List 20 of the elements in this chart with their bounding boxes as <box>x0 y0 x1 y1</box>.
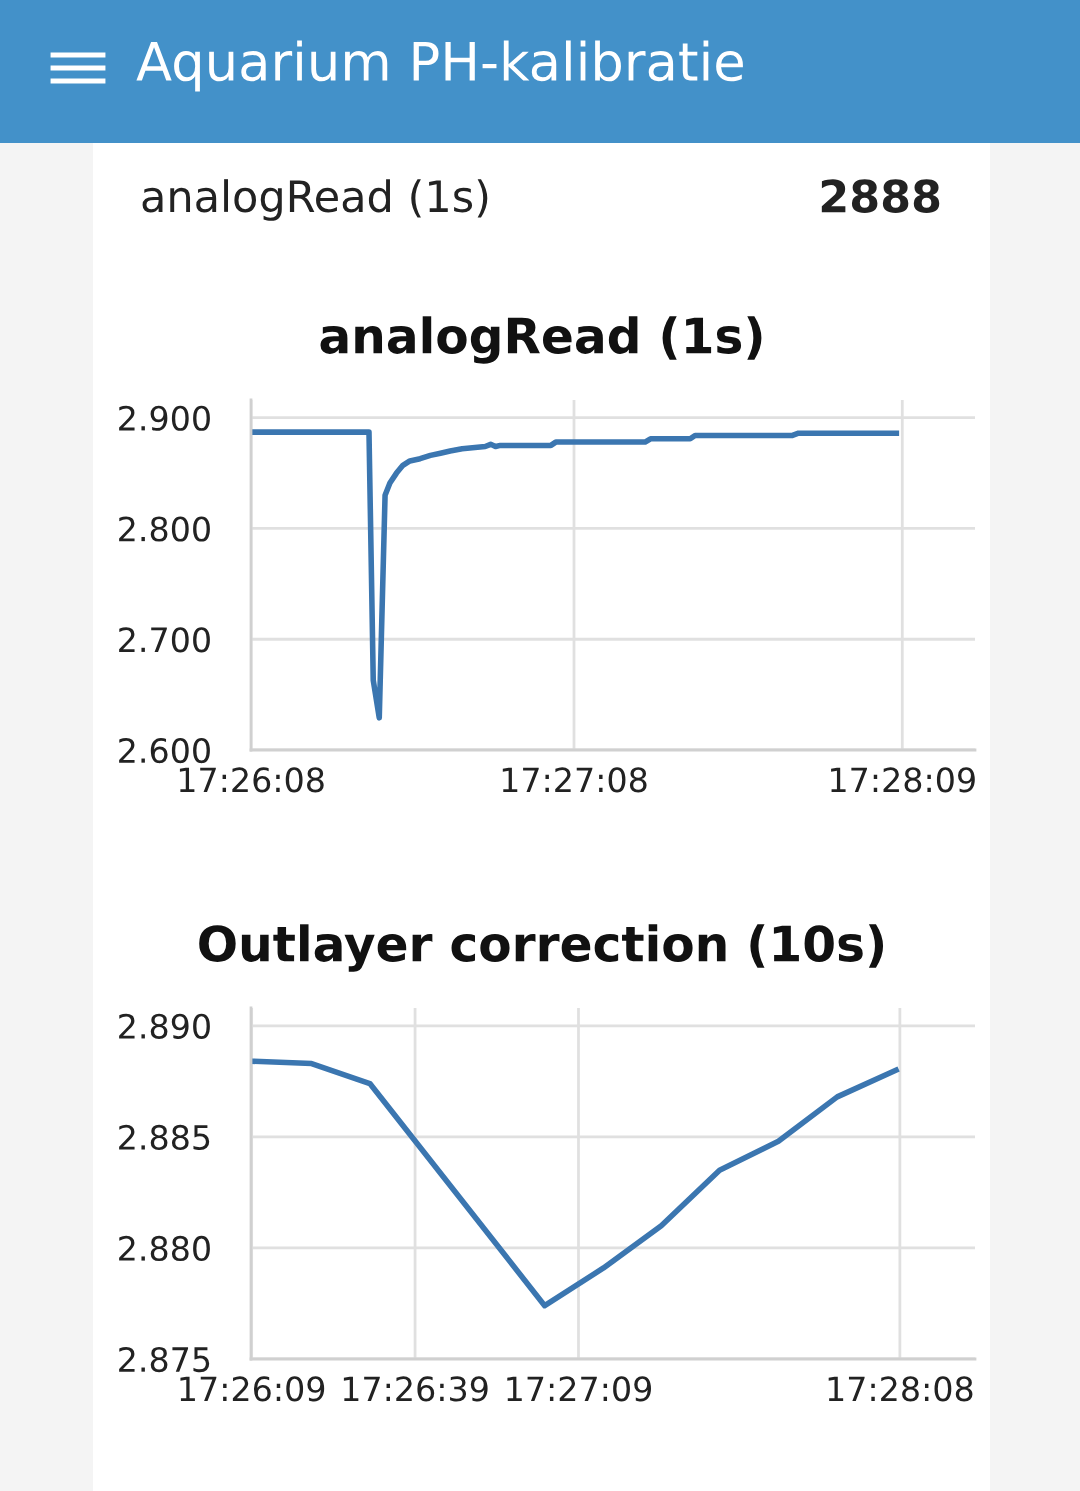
x-tick-label: 17:26:08 <box>179 767 324 793</box>
y-tick-label: 2.900 <box>119 405 210 431</box>
x-tick-label: 17:27:09 <box>507 1376 651 1402</box>
y-tick-label: 2.600 <box>119 737 210 764</box>
x-tick-label: 17:26:09 <box>180 1376 325 1402</box>
text: Aquarium PH-kalibratie <box>136 40 743 92</box>
x-tick-label: 17:28:08 <box>828 1376 973 1402</box>
text: analogRead (1s) <box>142 179 488 221</box>
chart-title: analogRead (1s) <box>320 316 762 364</box>
chart-title: Outlayer correction (10s) <box>199 924 884 972</box>
text: 2888 <box>821 179 940 213</box>
y-tick-label: 2.880 <box>119 1235 210 1262</box>
y-tick-label: 2.875 <box>119 1346 210 1373</box>
y-tick-label: 2.890 <box>119 1013 210 1039</box>
x-tick-label: 17:26:39 <box>343 1376 488 1402</box>
y-tick-label: 2.700 <box>119 627 210 653</box>
x-tick-label: 17:27:08 <box>502 767 647 793</box>
y-tick-label: 2.885 <box>119 1124 210 1150</box>
y-tick-label: 2.800 <box>119 516 210 542</box>
x-tick-label: 17:28:09 <box>831 767 975 793</box>
